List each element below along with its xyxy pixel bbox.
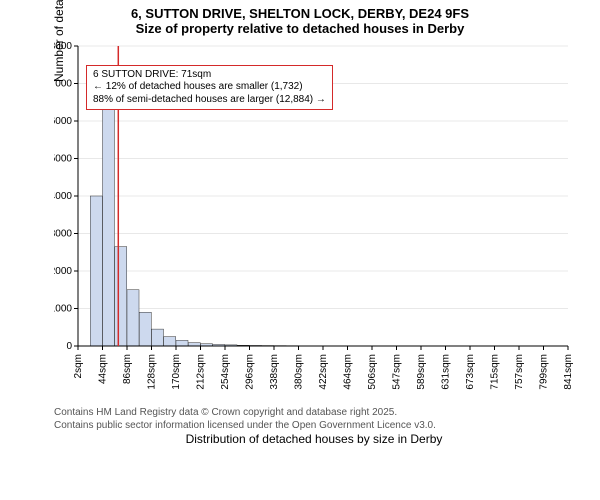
svg-text:254sqm: 254sqm [220,354,231,390]
svg-text:380sqm: 380sqm [294,354,305,390]
svg-text:631sqm: 631sqm [441,354,452,390]
svg-text:2000: 2000 [54,266,72,277]
svg-text:5000: 5000 [54,154,72,165]
reference-annotation: 6 SUTTON DRIVE: 71sqm ← 12% of detached … [86,65,333,111]
svg-text:296sqm: 296sqm [245,354,256,390]
annotation-larger: 88% of semi-detached houses are larger (… [93,94,326,107]
svg-text:212sqm: 212sqm [196,354,207,390]
svg-text:44sqm: 44sqm [98,354,109,384]
x-axis-label: Distribution of detached houses by size … [54,432,574,446]
attribution-line-2: Contains public sector information licen… [54,419,600,432]
svg-text:464sqm: 464sqm [343,354,354,390]
svg-text:841sqm: 841sqm [563,354,574,390]
title-line-2: Size of property relative to detached ho… [0,21,600,36]
svg-text:0: 0 [66,341,72,352]
title-line-1: 6, SUTTON DRIVE, SHELTON LOCK, DERBY, DE… [0,6,600,21]
svg-text:589sqm: 589sqm [416,354,427,390]
svg-text:506sqm: 506sqm [367,354,378,390]
svg-text:757sqm: 757sqm [514,354,525,390]
svg-text:2sqm: 2sqm [73,354,84,378]
svg-text:7000: 7000 [54,79,72,90]
svg-text:547sqm: 547sqm [392,354,403,390]
svg-text:422sqm: 422sqm [318,354,329,390]
svg-text:715sqm: 715sqm [490,354,501,390]
svg-text:4000: 4000 [54,191,72,202]
svg-text:8000: 8000 [54,42,72,52]
svg-text:1000: 1000 [54,304,72,315]
annotation-smaller: ← 12% of detached houses are smaller (1,… [93,81,326,94]
svg-text:799sqm: 799sqm [539,354,550,390]
svg-text:6000: 6000 [54,116,72,127]
svg-text:338sqm: 338sqm [269,354,280,390]
svg-text:170sqm: 170sqm [171,354,182,390]
svg-text:3000: 3000 [54,229,72,240]
svg-text:128sqm: 128sqm [147,354,158,390]
histogram-chart: Number of detached properties 0100020003… [54,42,574,402]
svg-text:86sqm: 86sqm [122,354,133,384]
svg-text:673sqm: 673sqm [465,354,476,390]
attribution-line-1: Contains HM Land Registry data © Crown c… [54,406,600,419]
annotation-subject: 6 SUTTON DRIVE: 71sqm [93,69,326,82]
